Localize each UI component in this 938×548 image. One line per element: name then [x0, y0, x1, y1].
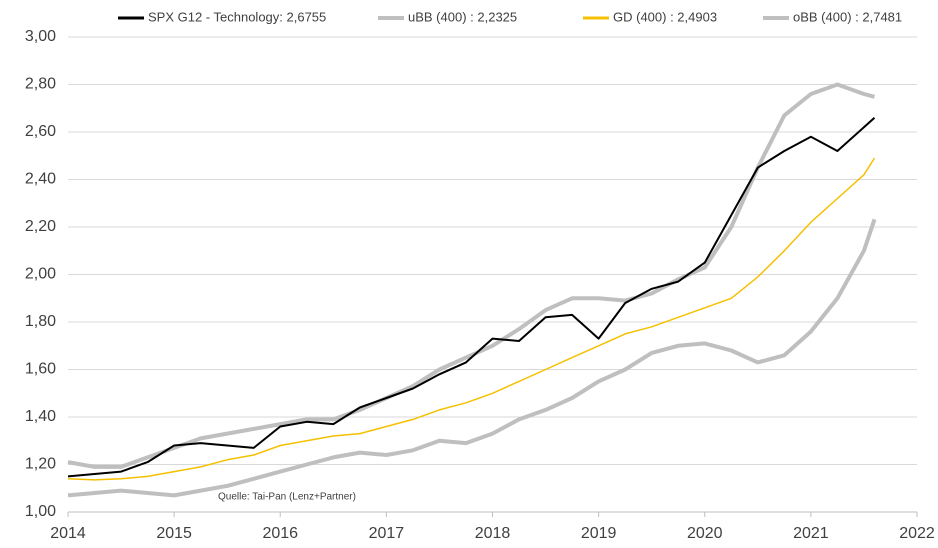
x-tick-label: 2022 — [899, 525, 935, 542]
series-line — [67, 157, 876, 481]
x-tick-label: 2017 — [369, 525, 405, 542]
y-tick-label: 2,60 — [25, 123, 56, 140]
y-tick-label: 3,00 — [25, 28, 56, 45]
y-tick-label: 2,80 — [25, 76, 56, 93]
series-line — [67, 218, 877, 498]
y-tick-label: 1,60 — [25, 361, 56, 378]
y-tick-label: 1,00 — [25, 503, 56, 520]
y-tick-label: 2,20 — [25, 218, 56, 235]
legend-label: uBB (400) : 2,2325 — [408, 9, 517, 24]
x-tick-label: 2018 — [475, 525, 511, 542]
series-line — [67, 116, 876, 478]
x-tick-label: 2016 — [262, 525, 298, 542]
x-tick-label: 2019 — [581, 525, 617, 542]
y-tick-label: 2,00 — [25, 266, 56, 283]
legend-label: oBB (400) : 2,7481 — [793, 9, 902, 24]
series-line — [67, 82, 876, 469]
x-tick-label: 2020 — [687, 525, 723, 542]
legend-label: GD (400) : 2,4903 — [613, 9, 717, 24]
y-tick-label: 1,20 — [25, 456, 56, 473]
y-tick-label: 1,40 — [25, 408, 56, 425]
x-tick-label: 2021 — [793, 525, 829, 542]
y-tick-label: 1,80 — [25, 313, 56, 330]
y-tick-label: 2,40 — [25, 171, 56, 188]
x-tick-label: 2014 — [50, 525, 86, 542]
legend-label: SPX G12 - Technology: 2,6755 — [148, 9, 326, 24]
x-tick-label: 2015 — [156, 525, 192, 542]
annotation: Quelle: Tai-Pan (Lenz+Partner) — [218, 492, 356, 503]
